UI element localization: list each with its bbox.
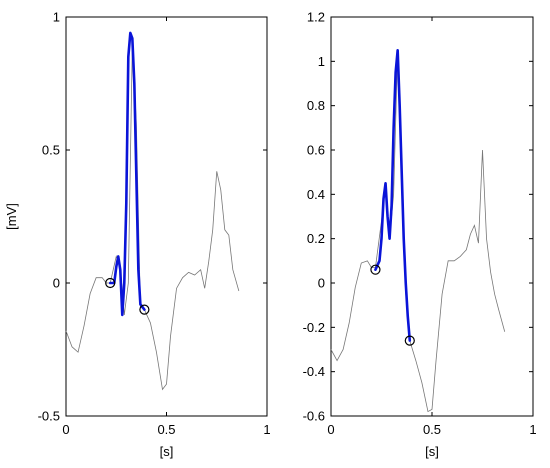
y-tick-label: 0: [318, 276, 325, 291]
highlighted-segment-line: [108, 31, 146, 317]
y-tick-label: 0.5: [42, 143, 60, 158]
y-tick-label: -0.2: [303, 320, 325, 335]
x-axis-label: [s]: [425, 444, 439, 459]
segment-start-marker: [105, 277, 116, 289]
x-tick-label: 0: [62, 422, 69, 437]
axes-box: [330, 16, 534, 417]
plot-left: 0 0.5 1-0.500.51[s][mV]: [4, 10, 271, 460]
x-tick-label: 0: [327, 422, 334, 437]
y-tick-label: 1.2: [307, 10, 325, 25]
y-tick-label: 0.8: [307, 98, 325, 113]
ecg-signal-line: [330, 50, 506, 413]
y-tick-label: -0.5: [38, 409, 60, 424]
axes-box: [65, 16, 268, 417]
x-tick-label: 0.5: [157, 422, 175, 437]
y-tick-label: 1: [53, 10, 60, 25]
y-tick-label: 0.4: [307, 187, 325, 202]
plot-right: 0 0.5 1 -0.6 -0.4 -0.2 0 0.2 0.4 0.6 0.8 1 1.2 [s]: [303, 10, 537, 460]
y-tick-label: 1: [318, 54, 325, 69]
segment-end-marker: [404, 335, 415, 346]
x-tick-label: 1: [529, 422, 536, 437]
y-tick-label: -0.4: [303, 364, 325, 379]
x-axis-label: [s]: [160, 444, 174, 459]
segment-end-marker: [139, 304, 150, 315]
y-tick-label: 0.2: [307, 231, 325, 246]
y-tick-label: -0.6: [303, 409, 325, 424]
y-tick-label: 0.6: [307, 143, 325, 158]
x-tick-label: 0.5: [423, 422, 441, 437]
ecg-signal-line: [65, 43, 240, 391]
x-tick-label: 1: [263, 422, 270, 437]
y-axis-label: [mV]: [4, 203, 19, 230]
y-tick-label: 0: [53, 276, 60, 291]
segment-start-marker: [370, 264, 381, 275]
highlighted-segment-line: [374, 48, 412, 342]
